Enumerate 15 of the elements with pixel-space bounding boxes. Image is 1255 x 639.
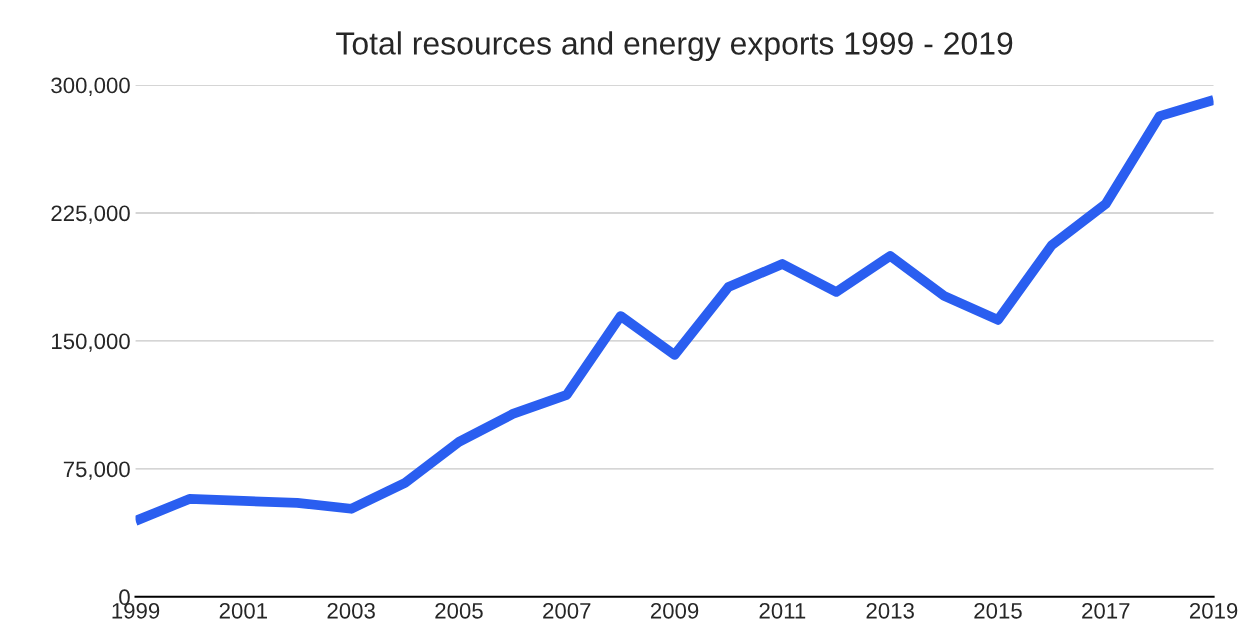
x-tick-label: 2005 [435,602,483,619]
x-tick-label: 2003 [327,602,375,619]
x-tick-label: 2011 [759,602,806,619]
y-tick-label: 225,000 [51,205,130,224]
y-tick-label: 150,000 [52,333,130,352]
x-tick-label: 2009 [650,602,699,619]
x-tick-label: 2017 [1082,602,1130,619]
x-tick-label: 2007 [543,602,591,619]
x-tick-label: 2013 [866,602,914,619]
x-tick-label: 2001 [219,602,267,619]
x-tick-label: 2019 [1189,602,1238,619]
y-tick-label: 75,000 [63,461,130,480]
x-tick-label: 2015 [974,602,1022,619]
chart-title: Total resources and energy exports 1999 - 2019 [336,31,1013,62]
y-tick-label: 300,000 [51,77,130,96]
